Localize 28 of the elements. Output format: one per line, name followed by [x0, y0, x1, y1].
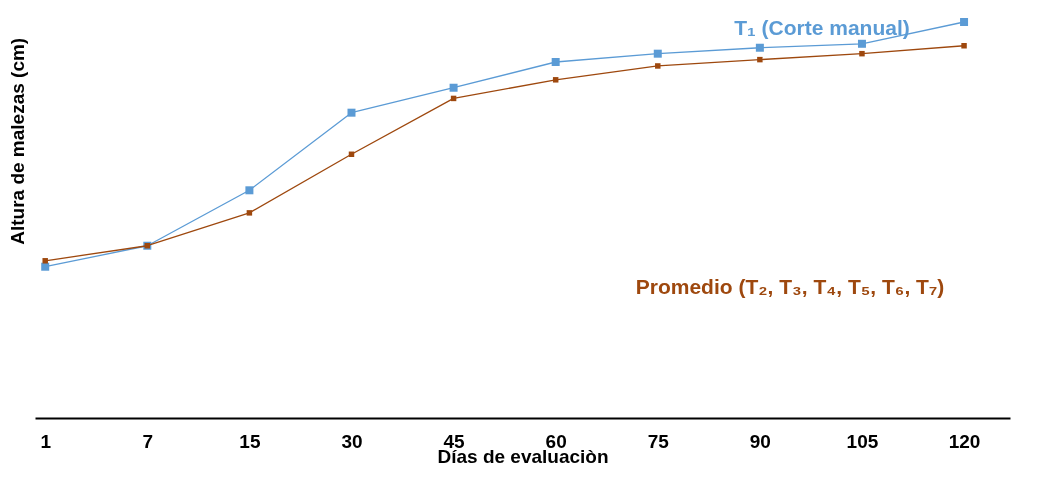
point [41, 262, 50, 271]
point [859, 50, 865, 57]
point [347, 108, 356, 117]
x-tick-label: 75 [647, 430, 670, 452]
x-tick-label: 30 [341, 430, 363, 452]
point [449, 83, 458, 92]
point [961, 43, 967, 49]
point [551, 58, 560, 66]
x-tick-label: 105 [846, 430, 879, 452]
x-tick-label: 60 [545, 430, 567, 452]
point [653, 49, 662, 58]
x-tick-label: 90 [749, 430, 771, 452]
point [757, 56, 763, 63]
point [246, 210, 253, 216]
point [857, 39, 866, 48]
x-tick-label: 1 [40, 430, 52, 452]
point [552, 77, 559, 83]
x-tick-label: 7 [142, 430, 154, 452]
y-axis-title: Altura de malezas (cm) [6, 37, 28, 245]
x-tick-label: 120 [948, 430, 981, 452]
point [960, 18, 969, 26]
series-label: T₁ (Corte manual) [734, 16, 910, 39]
text: Promedio (T₂, T₃, T₄, T₅, T₆, T₇) [635, 275, 945, 298]
point [42, 258, 48, 264]
point [245, 186, 254, 195]
x-tick-label: 15 [239, 430, 261, 452]
point [655, 63, 661, 69]
point [755, 43, 764, 52]
